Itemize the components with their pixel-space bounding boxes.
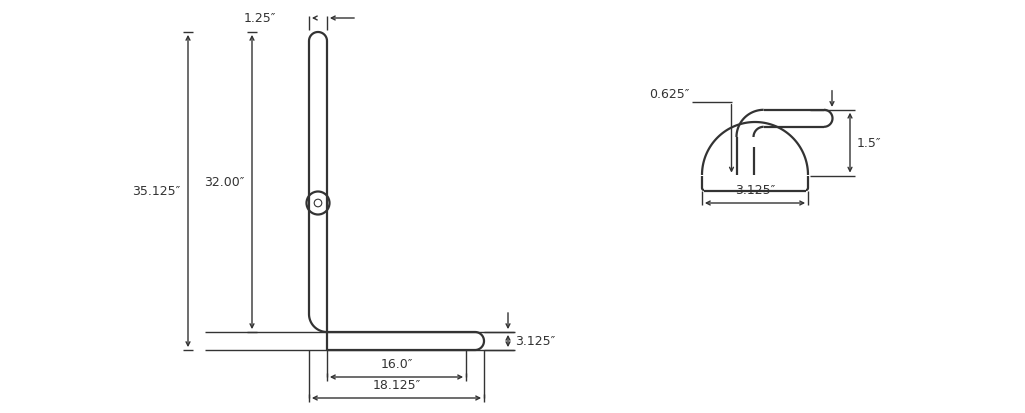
Text: 1.25″: 1.25″ (244, 12, 276, 25)
Text: 3.125″: 3.125″ (515, 335, 556, 348)
Text: 0.625″: 0.625″ (649, 88, 689, 100)
Text: 35.125″: 35.125″ (132, 185, 180, 198)
Text: 3.125″: 3.125″ (735, 184, 775, 197)
Text: 1.5″: 1.5″ (857, 137, 882, 150)
Text: 18.125″: 18.125″ (372, 378, 420, 391)
Text: 32.00″: 32.00″ (204, 176, 244, 189)
Text: 16.0″: 16.0″ (380, 357, 413, 370)
